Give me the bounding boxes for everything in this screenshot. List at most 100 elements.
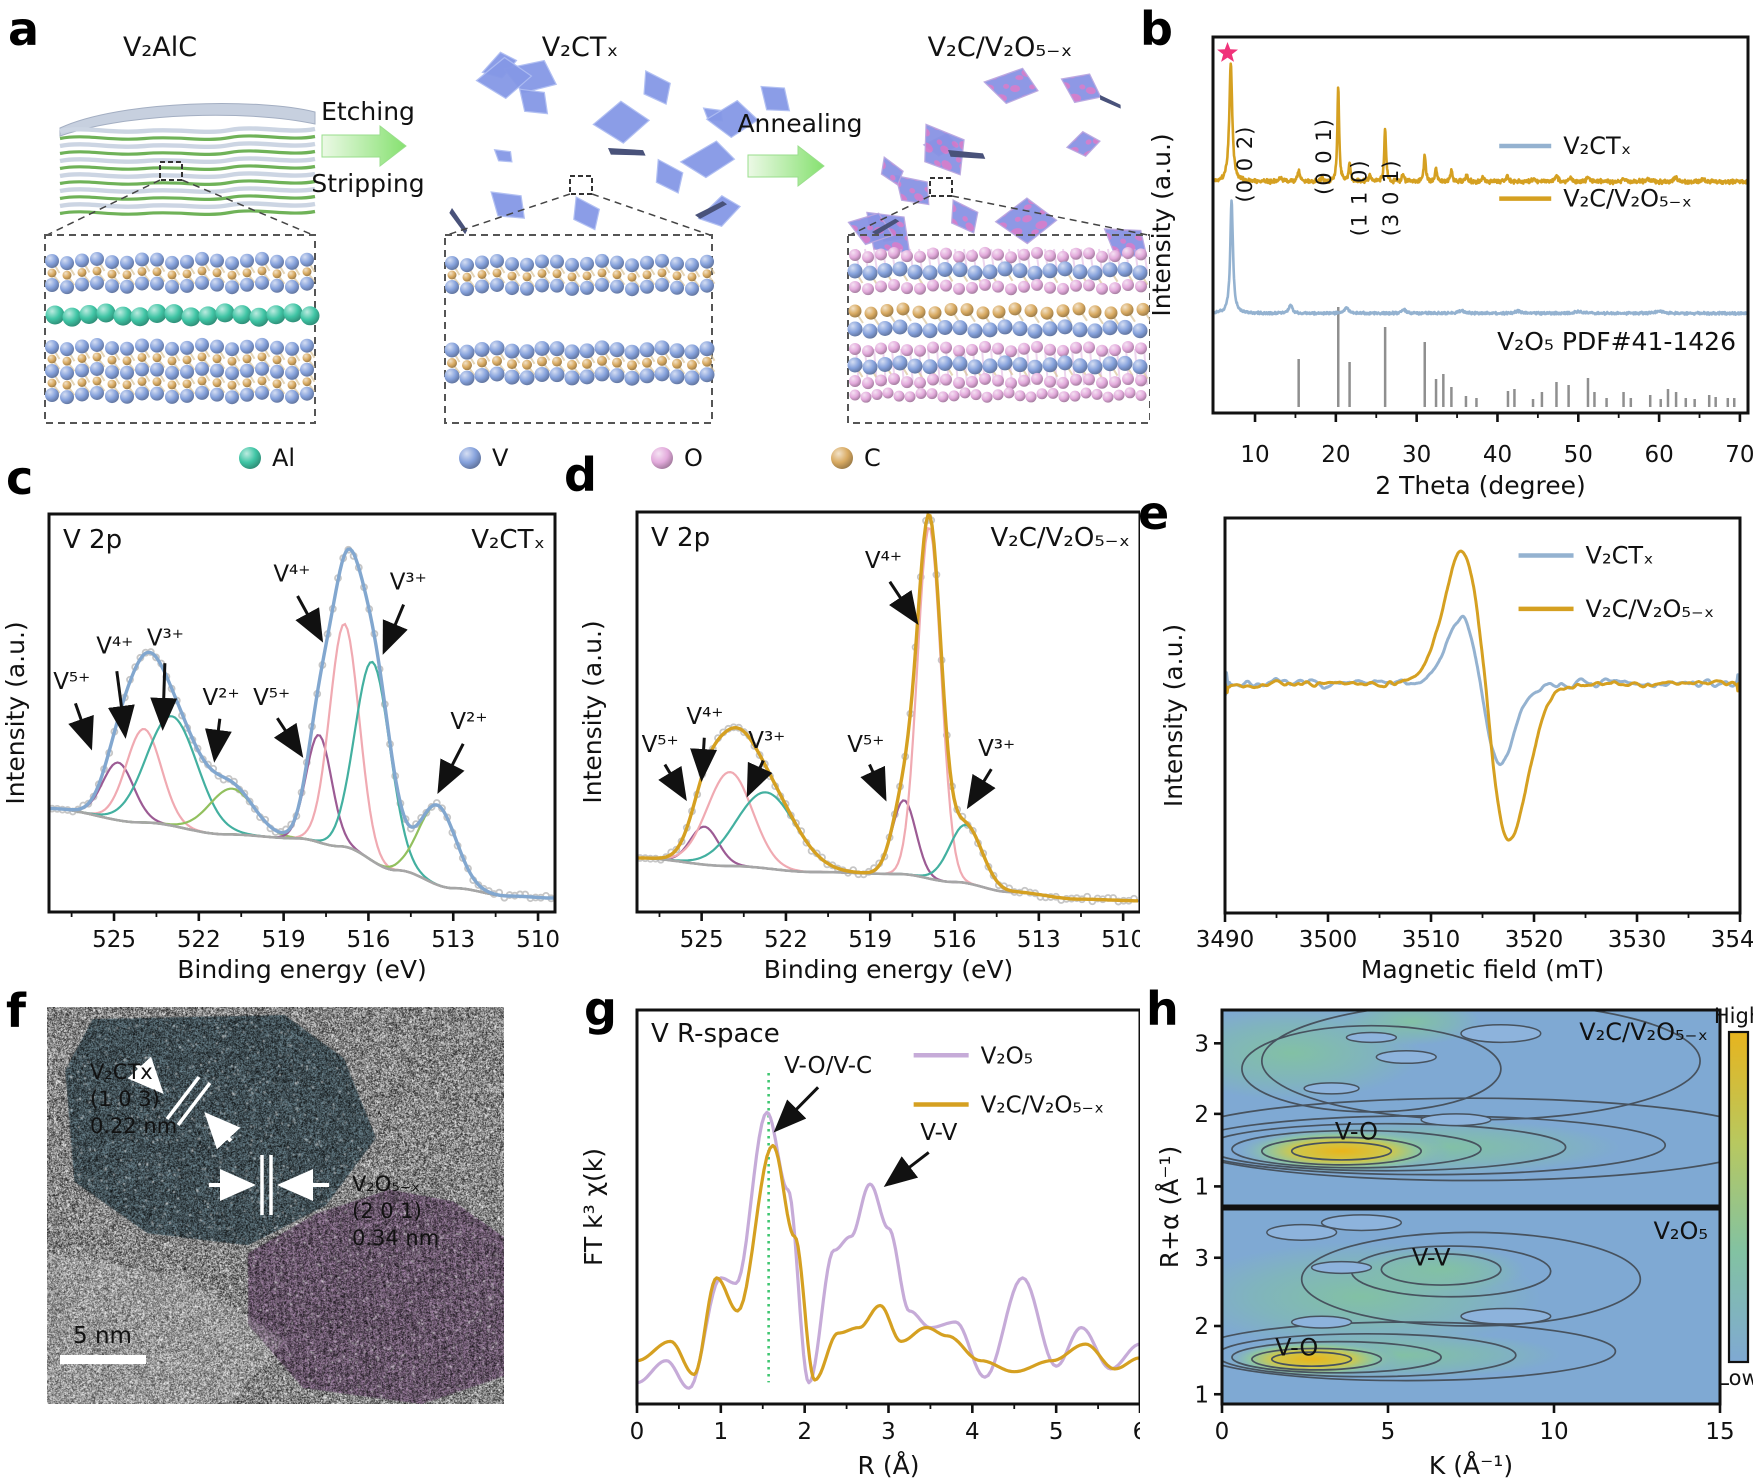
tem-image — [47, 1007, 504, 1404]
svg-text:10: 10 — [1240, 442, 1269, 468]
atom-legend: Al V O C — [239, 444, 881, 472]
annotation-label: V³⁺ — [147, 625, 184, 651]
xps-background — [638, 856, 1139, 903]
panel-c-xps: 525 522 519 516 513 510 Binding energy (eV) Int… — [0, 500, 565, 985]
atom-lattice — [444, 253, 716, 386]
svg-text:513: 513 — [431, 927, 475, 953]
region2-spacing: 0.34 nm — [352, 1226, 439, 1250]
hkl-label: (0 0 2) — [1233, 126, 1257, 203]
annotation-label: V³⁺ — [748, 728, 785, 754]
panel-label-c: c — [6, 451, 34, 505]
x-axis-label: R (Å) — [858, 1451, 920, 1480]
hkl-label: (3 0 1) — [1379, 159, 1403, 236]
xps-chart-v2ctx: 525 522 519 516 513 510 Binding energy (eV) Int… — [1, 512, 560, 984]
star-marker — [1217, 42, 1238, 62]
x-axis: 0 5 10 15 K (Å⁻¹) — [1215, 1404, 1735, 1480]
svg-text:2: 2 — [1194, 1314, 1209, 1340]
corner-label: V 2p — [651, 523, 710, 553]
stripping-label: Stripping — [311, 169, 424, 198]
hkl-label: (1 1 0) — [1348, 159, 1372, 236]
y-axis-label: Intensity (a.u.) — [578, 620, 607, 803]
svg-text:V₂O₅: V₂O₅ — [981, 1043, 1033, 1069]
svg-text:3500: 3500 — [1299, 927, 1358, 953]
sample-label: V₂CTₓ — [471, 525, 545, 555]
svg-text:516: 516 — [346, 927, 390, 953]
pdf-reference-sticks: V₂O₅ PDF#41-1426 — [1297, 307, 1736, 407]
sample-label: V₂C/V₂O₅₋ₓ — [991, 523, 1130, 553]
atom-swatch-o — [651, 447, 673, 469]
annotation-label: V⁴⁺ — [273, 562, 310, 588]
svg-text:10: 10 — [1539, 1419, 1568, 1445]
atom-label: C — [864, 444, 881, 472]
atom-swatch-c — [831, 447, 853, 469]
svg-text:3: 3 — [881, 1419, 896, 1445]
region2-name: V₂O₅₋ₓ — [352, 1172, 420, 1196]
svg-text:V₂C/V₂O₅₋ₓ: V₂C/V₂O₅₋ₓ — [1563, 185, 1692, 213]
colorbar: High Low — [1714, 1004, 1753, 1390]
epr-series-0 — [1223, 614, 1742, 767]
svg-text:519: 519 — [848, 927, 892, 953]
x-axis-label: 2 Theta (degree) — [1375, 471, 1586, 500]
annotation-label: V⁵⁺ — [642, 732, 679, 758]
svg-text:3540: 3540 — [1711, 927, 1753, 953]
xrd-chart: V₂O₅ PDF#41-1426 (0 0 2) (0 0 1) (1 1 0) (3 … — [1147, 35, 1753, 500]
bond-label: V-V — [1412, 1244, 1451, 1272]
svg-text:V₂CTₓ: V₂CTₓ — [1563, 132, 1631, 160]
xps-background — [49, 807, 555, 900]
process-arrows — [321, 124, 825, 188]
svg-text:519: 519 — [262, 927, 306, 953]
annotations: V⁵⁺ V⁴⁺ V³⁺ V⁵⁺ V⁴⁺ V³⁺ — [642, 548, 1015, 810]
stage3-title: V₂C/V₂O₅₋ₓ — [928, 32, 1073, 63]
panel-f-tem: V₂CTx (1 0 3) 0.22 nm V₂O₅₋ₓ (2 0 1) 0.3… — [0, 985, 560, 1480]
y-axis-label: R+α (Å⁻¹) — [1155, 1146, 1184, 1269]
svg-text:1: 1 — [714, 1419, 729, 1445]
svg-text:513: 513 — [1017, 927, 1061, 953]
svg-text:5: 5 — [1049, 1419, 1064, 1445]
x-axis: 10 20 30 40 50 60 70 2 Theta (degree) — [1240, 413, 1753, 500]
colorbar-high-label: High — [1714, 1004, 1753, 1028]
atom-label: Al — [272, 444, 295, 472]
annotation-label: V⁴⁺ — [96, 633, 133, 659]
svg-text:60: 60 — [1644, 442, 1673, 468]
svg-text:525: 525 — [92, 927, 136, 953]
panel-label-a: a — [8, 2, 40, 56]
panel-label-g: g — [584, 982, 617, 1036]
svg-text:20: 20 — [1321, 442, 1350, 468]
x-axis-label: Magnetic field (mT) — [1361, 955, 1604, 984]
y-axis-label: Intensity (a.u.) — [1147, 133, 1176, 316]
schematic-canvas: V₂AlC V₂CTₓ V₂C/V₂O₅₋ₓ Etching Stripping… — [44, 32, 1152, 472]
svg-text:510: 510 — [516, 927, 560, 953]
annotation-label: V⁴⁺ — [865, 548, 902, 574]
xrd-series-1 — [1211, 62, 1749, 186]
scalebar — [60, 1355, 146, 1364]
chart-legend: V₂CTₓ V₂C/V₂O₅₋ₓ — [1518, 542, 1715, 623]
svg-text:3520: 3520 — [1505, 927, 1564, 953]
panel-e-epr: 3490 3500 3510 3520 3530 3540 Magnetic field (… — [1140, 500, 1753, 985]
annotations: V-O/V-C V-V — [773, 1053, 958, 1188]
svg-text:3: 3 — [1194, 1031, 1209, 1057]
wavelet-map-0: V-O V₂C/V₂O₅₋ₓ 3 2 1 — [1194, 1008, 1722, 1208]
epr-series-1 — [1223, 549, 1742, 842]
lattice-mark-1 — [127, 1056, 241, 1150]
exafs-series-1 — [636, 1143, 1141, 1382]
region2-plane: (2 0 1) — [352, 1199, 422, 1223]
panel-a-schematic: V₂AlC V₂CTₓ V₂C/V₂O₅₋ₓ Etching Stripping… — [0, 0, 1152, 480]
corner-label: V R-space — [651, 1019, 780, 1049]
annotation-label: V⁵⁺ — [847, 732, 884, 758]
exafs-series-0 — [636, 1110, 1141, 1390]
xps-components — [49, 622, 553, 900]
svg-text:50: 50 — [1564, 442, 1593, 468]
svg-text:3490: 3490 — [1196, 927, 1255, 953]
svg-text:1: 1 — [1194, 1174, 1209, 1200]
x-axis: 525 522 519 516 513 510 Binding energy (eV) — [70, 912, 560, 984]
x-axis: 3490 3500 3510 3520 3530 3540 Magnetic field (… — [1196, 913, 1753, 984]
svg-text:V₂C/V₂O₅₋ₓ: V₂C/V₂O₅₋ₓ — [1586, 595, 1715, 623]
svg-text:3530: 3530 — [1608, 927, 1667, 953]
epr-chart: 3490 3500 3510 3520 3530 3540 Magnetic field (… — [1159, 516, 1753, 984]
region1-spacing: 0.22 nm — [90, 1114, 177, 1138]
region1-name: V₂CTx — [90, 1060, 153, 1084]
atom-swatch-v — [459, 447, 481, 469]
annotation-label: V²⁺ — [450, 709, 487, 735]
svg-text:40: 40 — [1483, 442, 1512, 468]
